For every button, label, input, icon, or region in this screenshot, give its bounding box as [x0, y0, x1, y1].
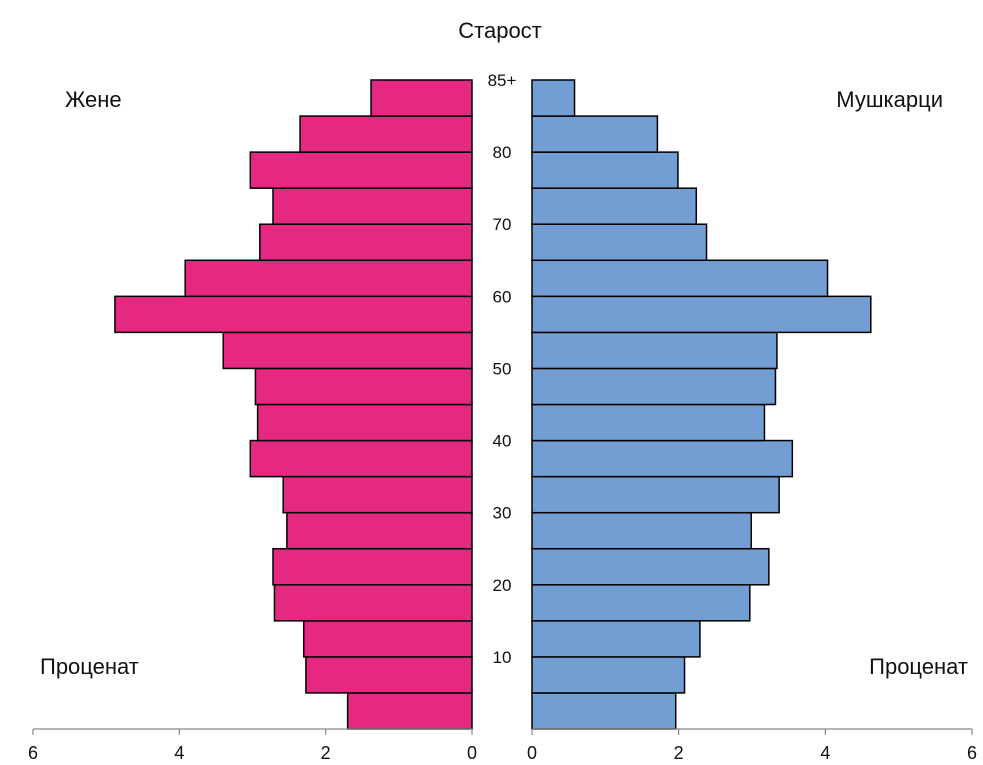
- age-tick-label: 20: [493, 576, 512, 595]
- men-bar: [531, 115, 659, 153]
- men-bar: [531, 475, 780, 514]
- left-x-axis-tick-label: 0: [467, 743, 477, 763]
- men-bar: [531, 439, 794, 478]
- women-bar: [346, 692, 473, 730]
- men-bar: [531, 511, 753, 550]
- men-bar: [531, 331, 778, 370]
- women-bar: [254, 367, 473, 406]
- women-bar: [302, 620, 473, 658]
- men-bar: [531, 584, 751, 622]
- right-x-axis-tick-label: 2: [674, 743, 684, 763]
- women-bars: [114, 79, 473, 730]
- women-bar: [184, 259, 473, 298]
- right-x-axis: 0 2 4 6: [527, 728, 977, 763]
- men-bar: [531, 656, 686, 694]
- women-bar: [305, 656, 473, 694]
- men-bar: [531, 547, 770, 586]
- age-axis-labels: 10 20 30 40 50 60 70 80 85+: [488, 71, 517, 667]
- women-bar: [272, 547, 473, 586]
- age-tick-label: 10: [493, 648, 512, 667]
- age-tick-label: 30: [493, 504, 512, 523]
- right-x-axis-tick-label: 0: [527, 743, 537, 763]
- women-bar: [256, 403, 473, 442]
- men-bar: [531, 187, 698, 225]
- men-bar: [531, 692, 677, 730]
- right-x-axis-tick-label: 6: [967, 743, 977, 763]
- men-bar: [531, 367, 777, 406]
- left-x-axis-tick-label: 2: [321, 743, 331, 763]
- men-bar: [531, 79, 576, 117]
- left-axis-label: Проценат: [40, 654, 139, 679]
- age-tick-label: 80: [493, 143, 512, 162]
- left-x-axis-tick-label: 6: [28, 743, 38, 763]
- women-bar: [114, 295, 473, 334]
- men-bar: [531, 620, 701, 658]
- age-tick-label: 70: [493, 215, 512, 234]
- women-bar: [272, 187, 473, 225]
- men-series-label: Мушкарци: [836, 87, 943, 112]
- women-bar: [370, 79, 473, 117]
- age-tick-label: 40: [493, 432, 512, 451]
- women-bar: [249, 151, 473, 189]
- men-bar: [531, 223, 708, 262]
- men-bars: [531, 79, 872, 730]
- chart-title: Старост: [458, 18, 542, 43]
- men-bar: [531, 259, 829, 298]
- women-bar: [299, 115, 473, 153]
- women-bar: [286, 511, 473, 550]
- men-bar: [531, 295, 872, 334]
- women-series-label: Жене: [65, 87, 122, 112]
- right-x-axis-tick-label: 4: [820, 743, 830, 763]
- age-tick-label: 60: [493, 287, 512, 306]
- right-axis-label: Проценат: [869, 654, 968, 679]
- age-tick-label: 50: [493, 359, 512, 378]
- women-bar: [222, 331, 473, 370]
- women-bar: [259, 223, 473, 262]
- left-x-axis-tick-label: 4: [174, 743, 184, 763]
- men-bar: [531, 403, 766, 442]
- women-bar: [282, 475, 473, 514]
- women-bar: [249, 439, 473, 478]
- left-x-axis: 0 2 4 6: [28, 728, 477, 763]
- women-bar: [273, 584, 473, 622]
- men-bar: [531, 151, 679, 189]
- age-tick-label: 85+: [488, 71, 517, 90]
